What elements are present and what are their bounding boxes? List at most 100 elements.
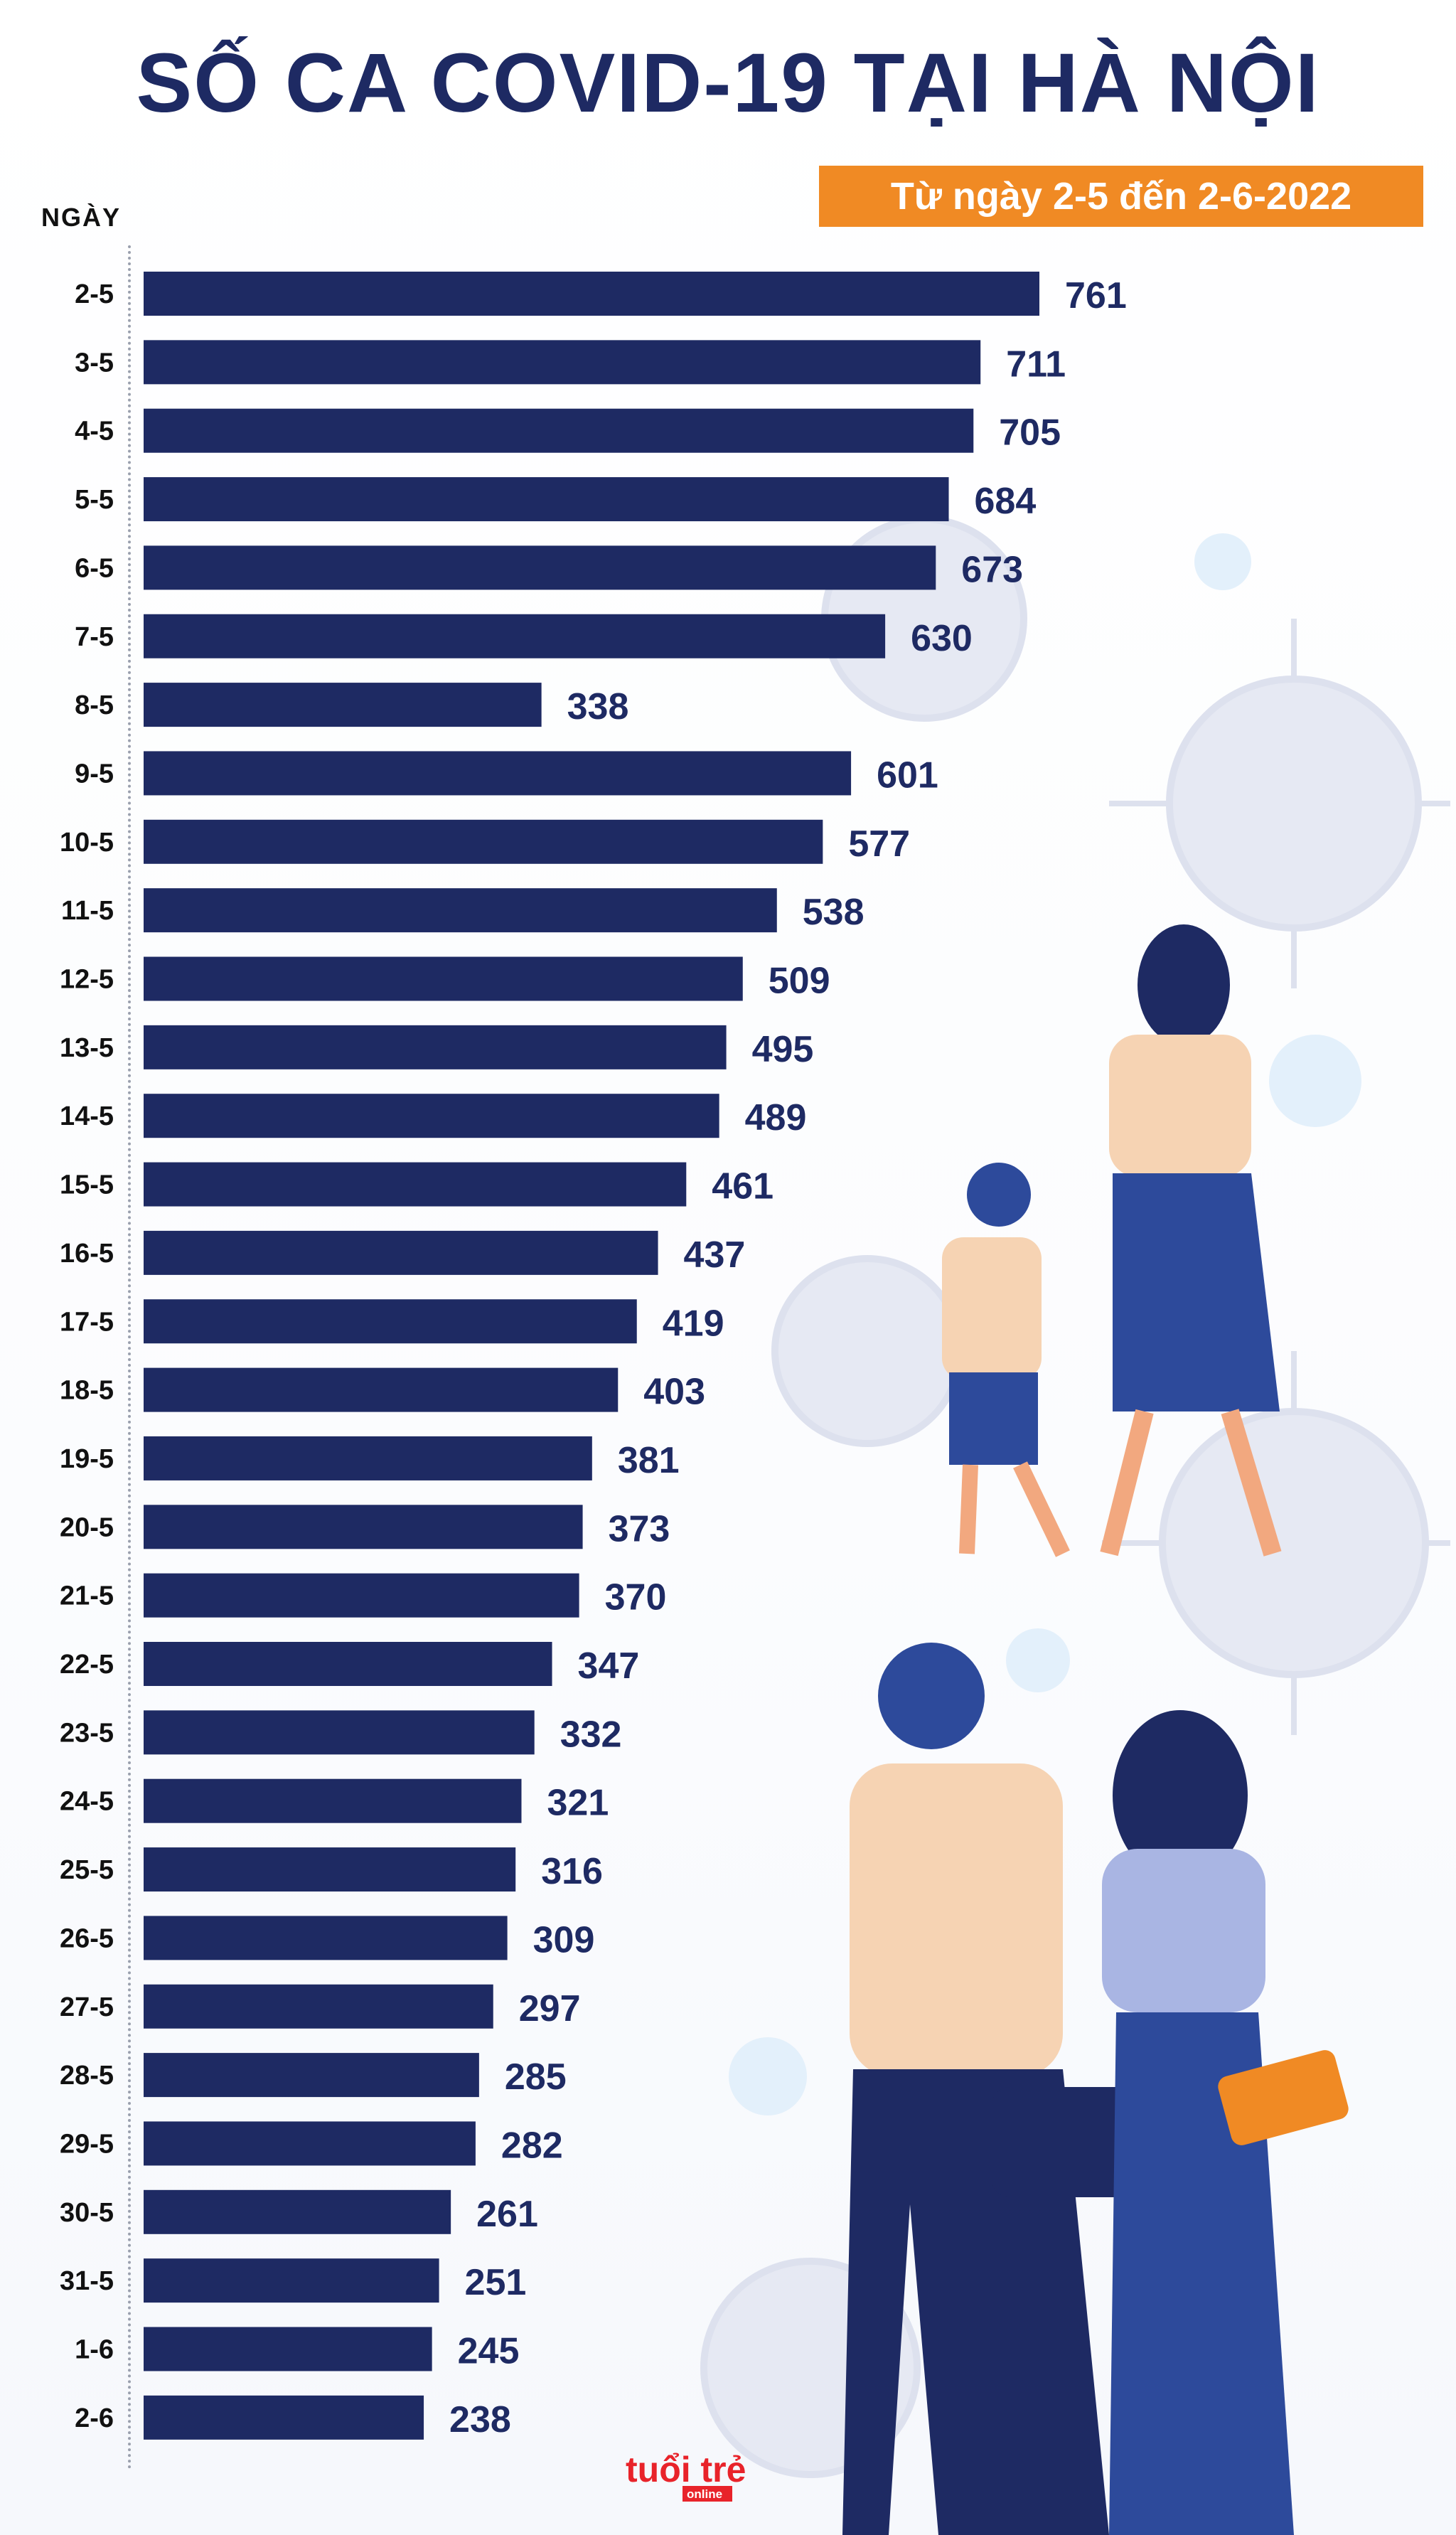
bar (144, 956, 743, 1001)
bar (144, 614, 886, 658)
value-label: 577 (848, 823, 910, 865)
bar (144, 1162, 687, 1207)
bar (144, 1367, 619, 1412)
bar (144, 1230, 658, 1275)
value-label: 245 (458, 2331, 520, 2372)
category-label: 6-5 (75, 553, 114, 583)
value-label: 538 (803, 892, 864, 933)
bar (144, 751, 852, 796)
svg-text:tuổi trẻ: tuổi trẻ (626, 2450, 746, 2489)
category-label: 2-5 (75, 279, 114, 309)
bar (144, 477, 949, 522)
value-label: 673 (961, 549, 1023, 590)
category-label: 30-5 (60, 2198, 114, 2228)
bar (144, 1299, 637, 1344)
category-label: 19-5 (60, 1444, 114, 1474)
bar (144, 1778, 522, 1823)
category-label: 13-5 (60, 1033, 114, 1063)
category-label: 14-5 (60, 1101, 114, 1131)
value-label: 309 (533, 1919, 595, 1960)
value-label: 285 (505, 2056, 567, 2098)
category-label: 16-5 (60, 1239, 114, 1269)
bar (144, 408, 974, 453)
category-label: 9-5 (75, 759, 114, 789)
bar (144, 2053, 479, 2098)
category-label: 23-5 (60, 1718, 114, 1748)
value-label: 601 (877, 754, 938, 796)
value-label: 403 (643, 1372, 705, 1413)
value-label: 370 (605, 1577, 667, 1618)
category-label: 18-5 (60, 1376, 114, 1406)
value-label: 282 (501, 2125, 563, 2166)
bar (144, 819, 823, 864)
bar (144, 2327, 432, 2371)
category-label: 15-5 (60, 1170, 114, 1200)
y-axis-line (128, 245, 131, 2471)
category-label: 21-5 (60, 1581, 114, 1611)
value-label: 761 (1065, 275, 1127, 316)
bar (144, 1916, 508, 1960)
value-label: 509 (769, 961, 830, 1002)
value-label: 489 (745, 1097, 807, 1138)
bar (144, 1094, 719, 1138)
bar (144, 1984, 493, 2029)
category-label: 8-5 (75, 690, 114, 720)
category-label: 7-5 (75, 622, 114, 652)
value-label: 316 (541, 1851, 603, 1892)
category-label: 3-5 (75, 348, 114, 378)
value-label: 630 (911, 618, 973, 659)
category-label: 5-5 (75, 485, 114, 515)
value-label: 321 (547, 1783, 609, 1824)
value-label: 238 (449, 2399, 511, 2440)
value-label: 461 (712, 1166, 774, 1207)
tuoitre-logo: tuổi trẻ online (626, 2450, 746, 2502)
category-label: 27-5 (60, 1992, 114, 2022)
category-label: 20-5 (60, 1512, 114, 1542)
category-label: 22-5 (60, 1650, 114, 1680)
bar (144, 2189, 451, 2234)
category-label: 25-5 (60, 1855, 114, 1885)
value-label: 711 (1006, 343, 1066, 385)
bar (144, 2258, 439, 2303)
bar (144, 1436, 592, 1480)
category-label: 17-5 (60, 1307, 114, 1337)
value-label: 297 (519, 1988, 581, 2029)
category-label: 11-5 (61, 896, 114, 926)
category-label: 26-5 (60, 1923, 114, 1953)
date-range-badge: Từ ngày 2-5 đến 2-6-2022 (819, 166, 1423, 227)
bar (144, 888, 777, 933)
category-label: 2-6 (75, 2403, 114, 2433)
value-label: 251 (465, 2262, 527, 2303)
bar (144, 1642, 552, 1686)
value-label: 381 (618, 1440, 680, 1481)
svg-text:online: online (687, 2487, 722, 2501)
value-label: 705 (999, 412, 1061, 454)
category-label: 28-5 (60, 2061, 114, 2091)
value-label: 419 (663, 1303, 724, 1344)
category-label: 12-5 (60, 965, 114, 995)
page-title: SỐ CA COVID-19 TẠI HÀ NỘI (136, 36, 1320, 130)
category-label: 10-5 (60, 828, 114, 858)
value-label: 261 (476, 2194, 538, 2235)
bar (144, 2395, 424, 2440)
bar (144, 2121, 476, 2166)
value-label: 338 (567, 686, 629, 727)
y-axis-label: NGÀY (41, 203, 122, 232)
category-label: 1-6 (75, 2335, 114, 2365)
bar (144, 683, 542, 727)
category-label: 31-5 (60, 2266, 114, 2296)
value-label: 684 (975, 481, 1037, 522)
category-label: 29-5 (60, 2129, 114, 2159)
bar (144, 1710, 535, 1755)
category-label: 24-5 (60, 1787, 114, 1817)
value-label: 495 (752, 1029, 814, 1070)
value-label: 332 (560, 1714, 622, 1755)
bar (144, 545, 936, 590)
bar (144, 1847, 516, 1892)
bar (144, 272, 1039, 316)
category-label: 4-5 (75, 417, 114, 447)
bar (144, 340, 981, 385)
bar (144, 1025, 727, 1069)
